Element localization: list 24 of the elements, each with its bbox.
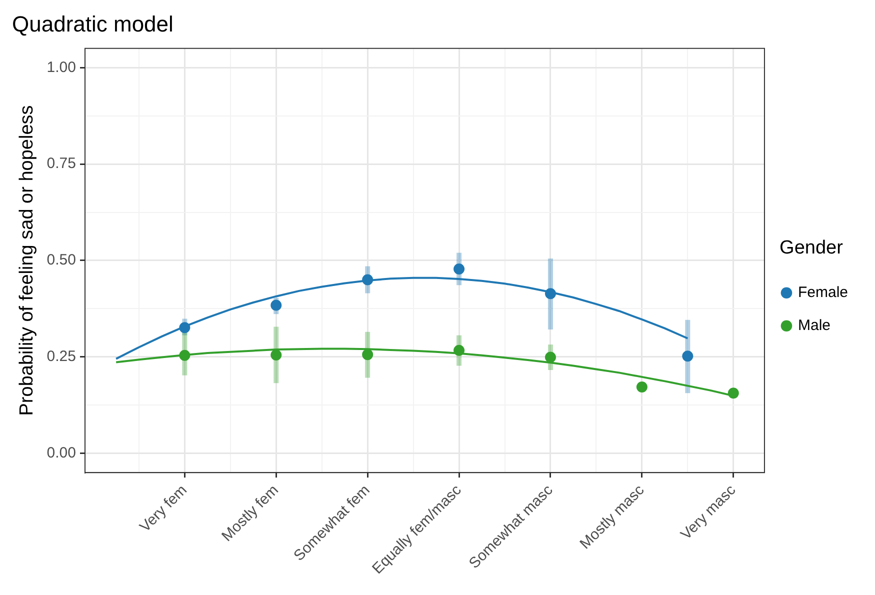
x-tick-label: Very fem bbox=[136, 482, 190, 536]
point bbox=[454, 263, 465, 274]
point bbox=[179, 350, 190, 361]
point bbox=[179, 322, 190, 334]
point bbox=[544, 352, 556, 363]
point bbox=[636, 381, 648, 392]
y-tick-label: 1.00 bbox=[46, 58, 76, 76]
y-tick-label: 0.50 bbox=[46, 252, 76, 269]
y-tick-label: 0.00 bbox=[46, 444, 76, 462]
point bbox=[270, 349, 282, 360]
legend-title: Gender bbox=[780, 237, 844, 258]
y-tick-label: 0.75 bbox=[46, 155, 76, 172]
point bbox=[362, 274, 374, 286]
legend-label: Female bbox=[798, 284, 848, 302]
point bbox=[270, 300, 282, 311]
point bbox=[682, 350, 694, 362]
legend-label: Male bbox=[798, 317, 830, 334]
y-axis-title: Probability of feeling sad or hopeless bbox=[16, 105, 38, 416]
point bbox=[454, 344, 465, 356]
point bbox=[544, 288, 556, 300]
chart-title: Quadratic model bbox=[12, 11, 174, 36]
point bbox=[362, 349, 374, 360]
y-tick-label: 0.25 bbox=[46, 348, 76, 366]
point bbox=[728, 388, 739, 399]
